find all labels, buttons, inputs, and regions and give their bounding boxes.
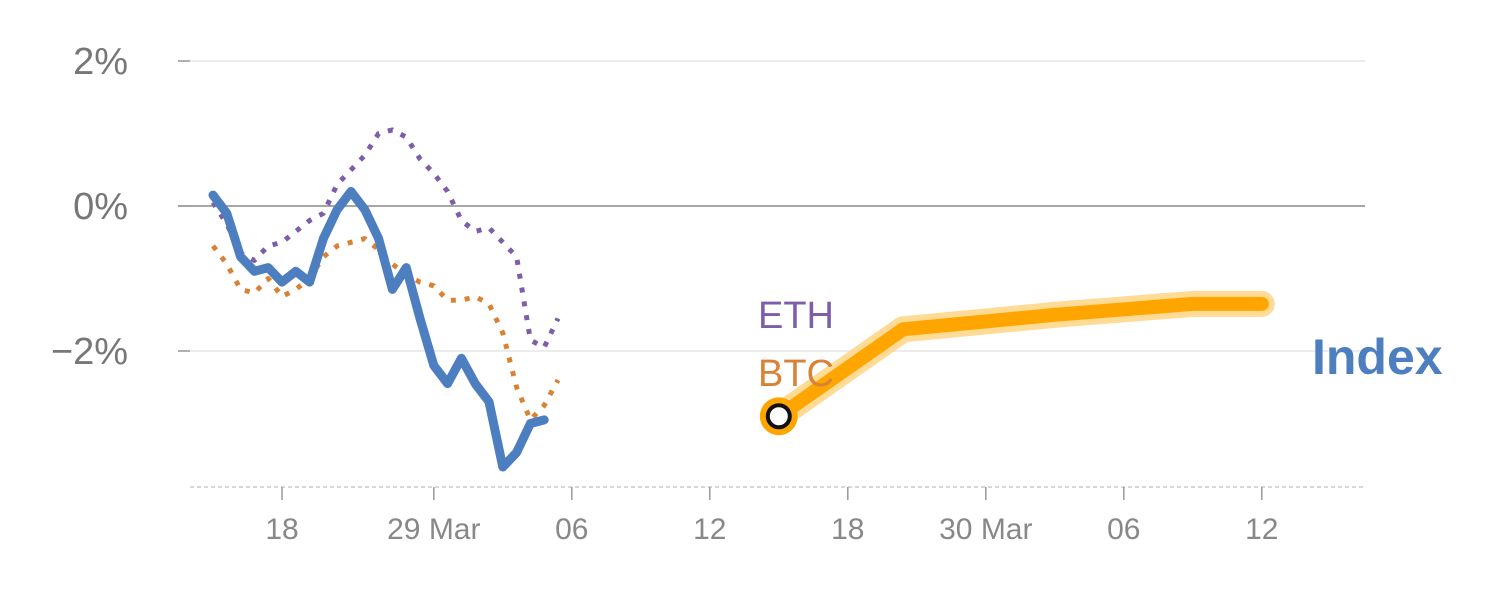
label-layer: ETH BTC Index <box>758 295 1443 395</box>
x-tick-label: 06 <box>1107 513 1140 546</box>
x-tick-label: 29 Mar <box>387 513 480 546</box>
grid-layer <box>178 60 1365 352</box>
series-line-index <box>208 187 549 472</box>
series-line-eth <box>210 127 561 350</box>
series-layer <box>208 127 1275 472</box>
series-label-index: Index <box>1312 329 1443 385</box>
axis-layer: 2% 0% −2% 18 29 Mar 06 12 18 30 Mar 06 12 <box>51 41 1365 546</box>
forecast-band-line <box>771 296 1269 424</box>
x-tick-label: 30 Mar <box>939 513 1032 546</box>
y-tick-label: 0% <box>73 186 128 228</box>
x-tick-label: 06 <box>555 513 588 546</box>
forecast-marker-inner <box>765 403 792 430</box>
x-tick-label: 12 <box>1245 513 1278 546</box>
y-tick-label: −2% <box>51 331 128 373</box>
x-tick-label: 18 <box>265 513 298 546</box>
y-tick-label: 2% <box>73 41 128 83</box>
series-label-eth: ETH <box>758 295 834 337</box>
series-label-btc: BTC <box>758 353 834 395</box>
x-tick-label: 12 <box>693 513 726 546</box>
x-tick-label: 18 <box>831 513 864 546</box>
